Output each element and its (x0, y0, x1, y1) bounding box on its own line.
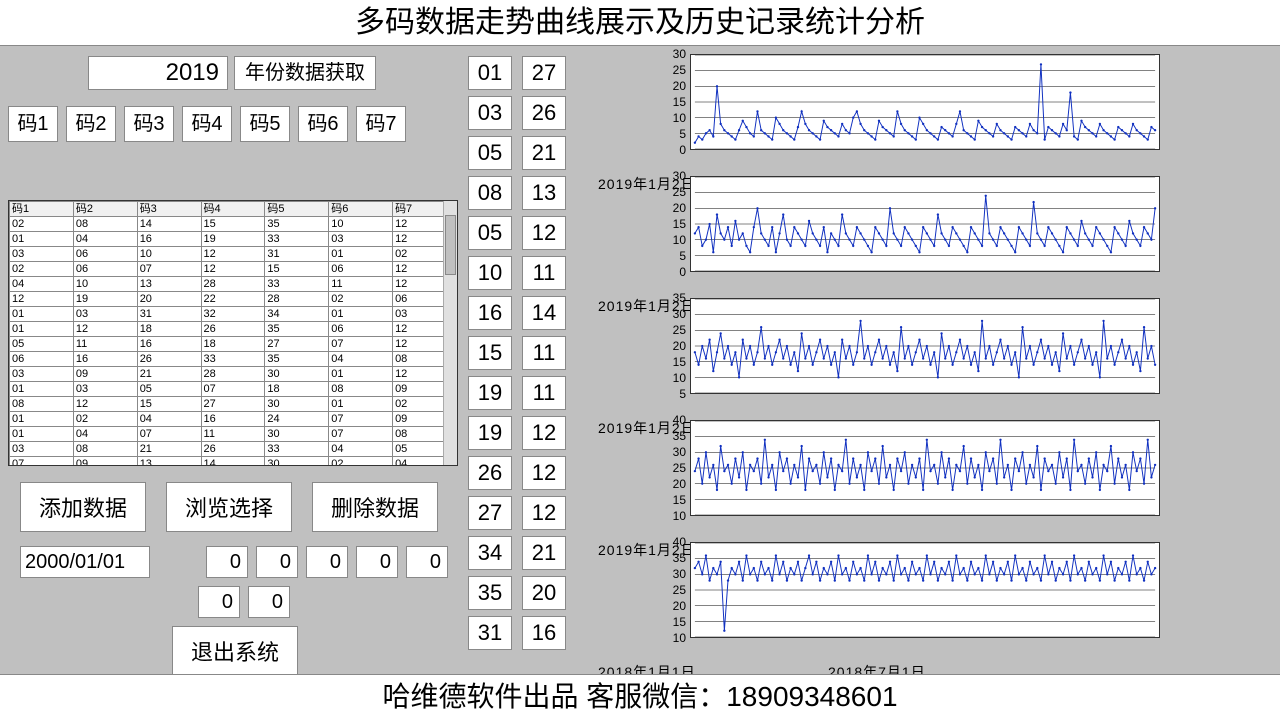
chart-0: 3025201510502019年1月2日2019年7月2日 (598, 54, 1272, 174)
stat-cell: 12 (522, 416, 566, 450)
chart-1: 3025201510502019年1月2日2019年7月2日 (598, 176, 1272, 296)
data-table[interactable]: 码1码2码3码4码5码6码7 0208141535101201041619330… (8, 200, 458, 466)
stat-cell: 11 (522, 376, 566, 410)
table-row[interactable]: 07091314300204 (10, 457, 457, 467)
browse-button[interactable]: 浏览选择 (166, 482, 292, 532)
code-button-4[interactable]: 码4 (182, 106, 232, 142)
stat-cell: 16 (468, 296, 512, 330)
code-button-5[interactable]: 码5 (240, 106, 290, 142)
table-row[interactable]: 03061012310102 (10, 247, 457, 262)
stat-cell: 13 (522, 176, 566, 210)
stat-cell: 11 (522, 256, 566, 290)
delete-data-button[interactable]: 删除数据 (312, 482, 438, 532)
stat-cell: 10 (468, 256, 512, 290)
stat-cell: 20 (522, 576, 566, 610)
table-row[interactable]: 02081415351012 (10, 217, 457, 232)
stat-cell: 35 (468, 576, 512, 610)
table-row[interactable]: 01041619330312 (10, 232, 457, 247)
stat-cell: 27 (468, 496, 512, 530)
stat-cell: 27 (522, 56, 566, 90)
stat-cell: 26 (522, 96, 566, 130)
code-button-2[interactable]: 码2 (66, 106, 116, 142)
num-input-b-0[interactable]: 0 (198, 586, 240, 618)
stat-cell: 16 (522, 616, 566, 650)
code-button-1[interactable]: 码1 (8, 106, 58, 142)
stat-cell: 12 (522, 456, 566, 490)
chart-4: 403530252015102018年1月1日2018年7月1日 (598, 542, 1272, 662)
stat-cell: 19 (468, 416, 512, 450)
main-area: 2019 年份数据获取 码1码2码3码4码5码6码7 码1码2码3码4码5码6码… (0, 46, 1280, 674)
stat-cell: 05 (468, 216, 512, 250)
num-input-2[interactable]: 0 (306, 546, 348, 578)
code-button-7[interactable]: 码7 (356, 106, 406, 142)
table-row[interactable]: 01121826350612 (10, 322, 457, 337)
stat-cell: 26 (468, 456, 512, 490)
center-number-columns: 01 03 05 08 05 10 16 15 19 19 26 27 34 35 31 27 26 21 13 1… (468, 56, 566, 650)
table-row[interactable]: 01040711300708 (10, 427, 457, 442)
num-input-4[interactable]: 0 (406, 546, 448, 578)
charts-panel: 3025201510502019年1月2日2019年7月2日3025201510… (598, 54, 1272, 664)
table-row[interactable]: 01030507180809 (10, 382, 457, 397)
table-row[interactable]: 08121527300102 (10, 397, 457, 412)
table-row[interactable]: 01033132340103 (10, 307, 457, 322)
code-button-3[interactable]: 码3 (124, 106, 174, 142)
stat-cell: 01 (468, 56, 512, 90)
table-row[interactable]: 04101328331112 (10, 277, 457, 292)
stat-cell: 21 (522, 536, 566, 570)
table-row[interactable]: 03092128300112 (10, 367, 457, 382)
stat-cell: 12 (522, 216, 566, 250)
stat-cell: 15 (468, 336, 512, 370)
num-input-3[interactable]: 0 (356, 546, 398, 578)
stat-cell: 34 (468, 536, 512, 570)
num-input-0[interactable]: 0 (206, 546, 248, 578)
stat-cell: 03 (468, 96, 512, 130)
left-panel: 2019 年份数据获取 码1码2码3码4码5码6码7 码1码2码3码4码5码6码… (8, 56, 458, 164)
exit-button[interactable]: 退出系统 (172, 626, 298, 676)
stat-cell: 12 (522, 496, 566, 530)
table-scrollbar[interactable] (443, 201, 457, 465)
table-row[interactable]: 06162633350408 (10, 352, 457, 367)
table-row[interactable]: 03082126330405 (10, 442, 457, 457)
stat-cell: 08 (468, 176, 512, 210)
footer: 哈维德软件出品 客服微信：18909348601 (0, 674, 1280, 720)
stat-cell: 14 (522, 296, 566, 330)
stat-cell: 05 (468, 136, 512, 170)
chart-2: 35302520151052019年1月2日2019年7月2日 (598, 298, 1272, 418)
table-row[interactable]: 05111618270712 (10, 337, 457, 352)
chart-3: 403530252015102019年1月2日2019年7月2日 (598, 420, 1272, 540)
page-title: 多码数据走势曲线展示及历史记录统计分析 (0, 0, 1280, 46)
stat-cell: 31 (468, 616, 512, 650)
table-row[interactable]: 02060712150612 (10, 262, 457, 277)
code-buttons-row: 码1码2码3码4码5码6码7 (8, 106, 458, 142)
num-input-b-1[interactable]: 0 (248, 586, 290, 618)
stat-cell: 21 (522, 136, 566, 170)
stat-cell: 11 (522, 336, 566, 370)
date-input[interactable]: 2000/01/01 (20, 546, 150, 578)
num-input-1[interactable]: 0 (256, 546, 298, 578)
fetch-year-button[interactable]: 年份数据获取 (234, 56, 376, 90)
table-row[interactable]: 01020416240709 (10, 412, 457, 427)
bottom-controls: 添加数据 浏览选择 删除数据 2000/01/01 00000 00 退出系统 (20, 482, 450, 690)
code-button-6[interactable]: 码6 (298, 106, 348, 142)
table-row[interactable]: 12192022280206 (10, 292, 457, 307)
add-data-button[interactable]: 添加数据 (20, 482, 146, 532)
year-input[interactable]: 2019 (88, 56, 228, 90)
stat-cell: 19 (468, 376, 512, 410)
